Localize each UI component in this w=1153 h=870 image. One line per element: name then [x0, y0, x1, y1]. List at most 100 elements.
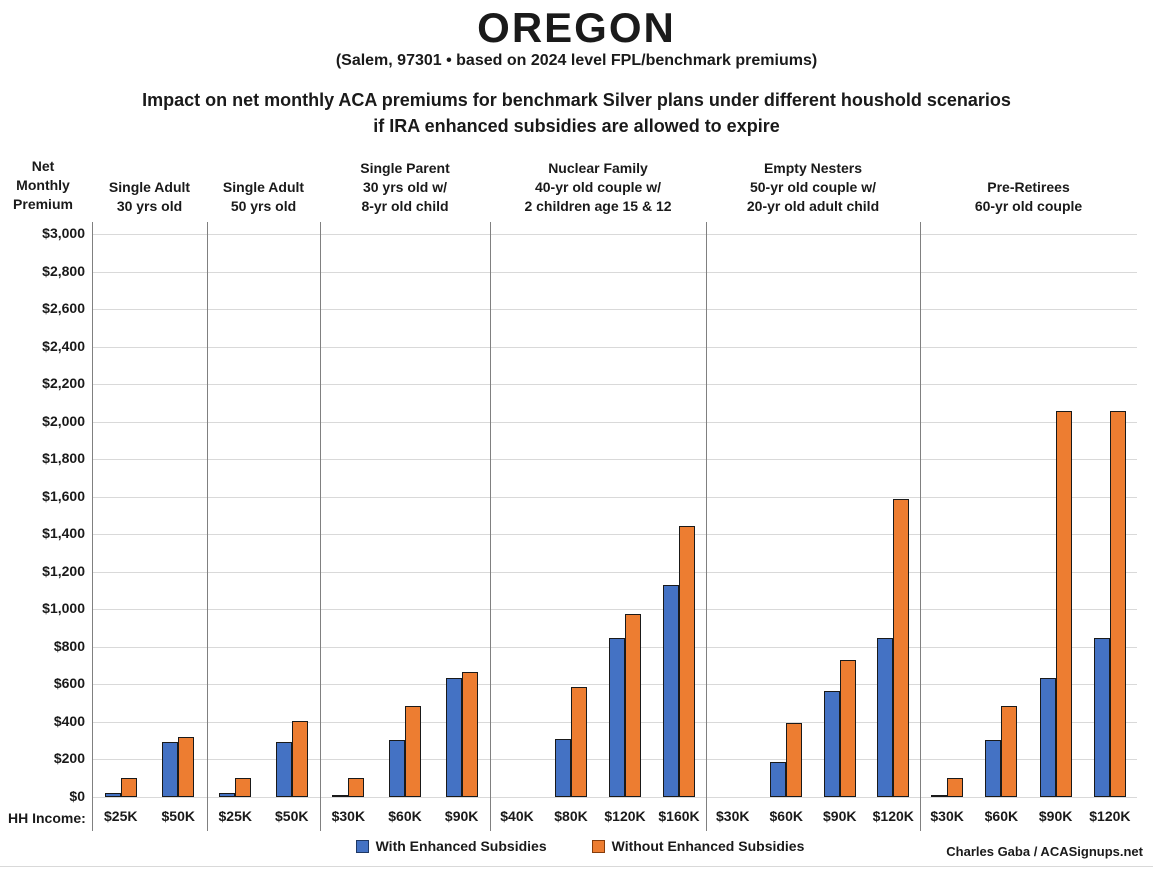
y-tick-label: $800: [53, 637, 85, 654]
gridline: [92, 271, 1137, 273]
income-label: $25K: [218, 808, 252, 824]
legend-item-with: With Enhanced Subsidies: [355, 838, 547, 854]
y-tick-label: $0: [69, 788, 85, 804]
bar-with-enhanced-subsidies: [219, 793, 236, 797]
group-header: Single Adult 50 yrs old: [222, 179, 305, 214]
y-tick-label: $1,200: [42, 562, 85, 579]
income-label: $90K: [823, 808, 857, 824]
group-divider: [92, 222, 93, 831]
bar-without-enhanced-subsidies: [235, 778, 252, 797]
bar-with-enhanced-subsidies: [931, 795, 948, 797]
income-label: $60K: [984, 808, 1019, 824]
gridline: [92, 609, 1137, 611]
bar-with-enhanced-subsidies: [609, 638, 625, 797]
income-label: $120K: [604, 808, 646, 824]
legend: With Enhanced Subsidies Without Enhanced…: [300, 838, 860, 854]
bar-without-enhanced-subsidies: [947, 778, 964, 797]
y-tick-label: $2,200: [42, 375, 85, 392]
bar-with-enhanced-subsidies: [1039, 678, 1056, 797]
y-tick-label: $2,600: [42, 300, 85, 317]
group-header: Nuclear Family 40-yr old couple w/ 2 chi…: [524, 160, 672, 214]
group-divider: [207, 222, 208, 831]
y-tick-label: $1,600: [42, 487, 85, 504]
group-divider: [920, 222, 921, 831]
income-label: $50K: [275, 808, 309, 824]
income-label: $60K: [388, 808, 422, 824]
bottom-divider: [0, 866, 1153, 867]
income-label: $50K: [161, 808, 195, 824]
y-axis-title: Net Monthly Premium: [13, 158, 73, 212]
income-label: $160K: [658, 808, 700, 824]
y-tick-label: $3,000: [42, 225, 85, 241]
income-label: $30K: [930, 808, 964, 824]
gridline: [92, 459, 1137, 461]
bar-with-enhanced-subsidies: [445, 678, 462, 797]
legend-swatch-without-icon: [591, 839, 605, 853]
y-tick-label: $1,800: [42, 450, 85, 467]
y-tick-label: $1,000: [42, 600, 85, 617]
gridline: [92, 421, 1137, 423]
y-tick-label: $600: [53, 675, 85, 692]
bar-without-enhanced-subsidies: [625, 614, 641, 797]
income-label: $90K: [1038, 808, 1073, 824]
bar-without-enhanced-subsidies: [839, 660, 856, 797]
bar-without-enhanced-subsidies: [178, 737, 195, 797]
gridline: [92, 309, 1137, 311]
income-label: $40K: [500, 808, 534, 824]
bar-with-enhanced-subsidies: [162, 742, 179, 797]
bar-with-enhanced-subsidies: [770, 762, 787, 797]
bar-without-enhanced-subsidies: [1001, 706, 1018, 797]
bar-with-enhanced-subsidies: [1093, 638, 1110, 797]
legend-label-without: Without Enhanced Subsidies: [611, 838, 805, 854]
y-tick-label: $1,400: [42, 525, 85, 542]
bar-without-enhanced-subsidies: [1055, 411, 1072, 797]
bar-without-enhanced-subsidies: [571, 687, 587, 797]
group-divider: [706, 222, 707, 831]
group-header: Pre-Retirees 60-yr old couple: [974, 179, 1083, 214]
gridline: [92, 797, 1137, 798]
income-label: $120K: [1089, 808, 1131, 824]
gridline: [92, 496, 1137, 498]
bar-without-enhanced-subsidies: [786, 723, 803, 797]
bar-with-enhanced-subsidies: [332, 795, 349, 797]
bar-with-enhanced-subsidies: [104, 793, 121, 797]
bar-without-enhanced-subsidies: [120, 778, 137, 797]
bar-without-enhanced-subsidies: [291, 721, 308, 797]
bar-without-enhanced-subsidies: [461, 672, 478, 797]
group-divider: [490, 222, 491, 831]
y-tick-label: $400: [53, 712, 85, 729]
y-tick-label: $200: [53, 750, 85, 767]
income-label: $120K: [872, 808, 914, 824]
gridline: [92, 534, 1137, 536]
legend-item-without: Without Enhanced Subsidies: [591, 838, 805, 854]
gridline: [92, 234, 1137, 235]
income-label: $60K: [769, 808, 803, 824]
income-label: $90K: [444, 808, 479, 824]
x-axis-title: HH Income:: [8, 810, 86, 826]
income-label: $80K: [554, 808, 588, 824]
gridline: [92, 384, 1137, 386]
page-title: OREGON: [477, 4, 676, 51]
legend-swatch-with-icon: [355, 839, 369, 853]
chart-description-line1: Impact on net monthly ACA premiums for b…: [142, 90, 1011, 110]
group-header: Single Adult 30 yrs old: [108, 179, 191, 214]
bar-with-enhanced-subsidies: [823, 691, 840, 797]
y-tick-label: $2,400: [42, 337, 85, 354]
gridline: [92, 346, 1137, 348]
y-tick-label: $2,800: [42, 262, 85, 279]
legend-label-with: With Enhanced Subsidies: [375, 838, 547, 854]
chart-description-line2: if IRA enhanced subsidies are allowed to…: [373, 116, 780, 136]
chart-subtitle: (Salem, 97301 • based on 2024 level FPL/…: [335, 52, 818, 69]
credit: Charles Gaba / ACASignups.net: [946, 844, 1143, 859]
bar-with-enhanced-subsidies: [663, 585, 679, 797]
bar-without-enhanced-subsidies: [1109, 411, 1126, 797]
income-label: $30K: [716, 808, 750, 824]
bar-without-enhanced-subsidies: [679, 526, 695, 797]
bar-without-enhanced-subsidies: [348, 778, 365, 797]
bar-with-enhanced-subsidies: [555, 739, 571, 797]
bar-without-enhanced-subsidies: [893, 499, 910, 797]
group-header: Single Parent 30 yrs old w/ 8-yr old chi…: [360, 160, 450, 214]
bar-with-enhanced-subsidies: [389, 740, 405, 797]
income-label: $30K: [331, 808, 366, 824]
